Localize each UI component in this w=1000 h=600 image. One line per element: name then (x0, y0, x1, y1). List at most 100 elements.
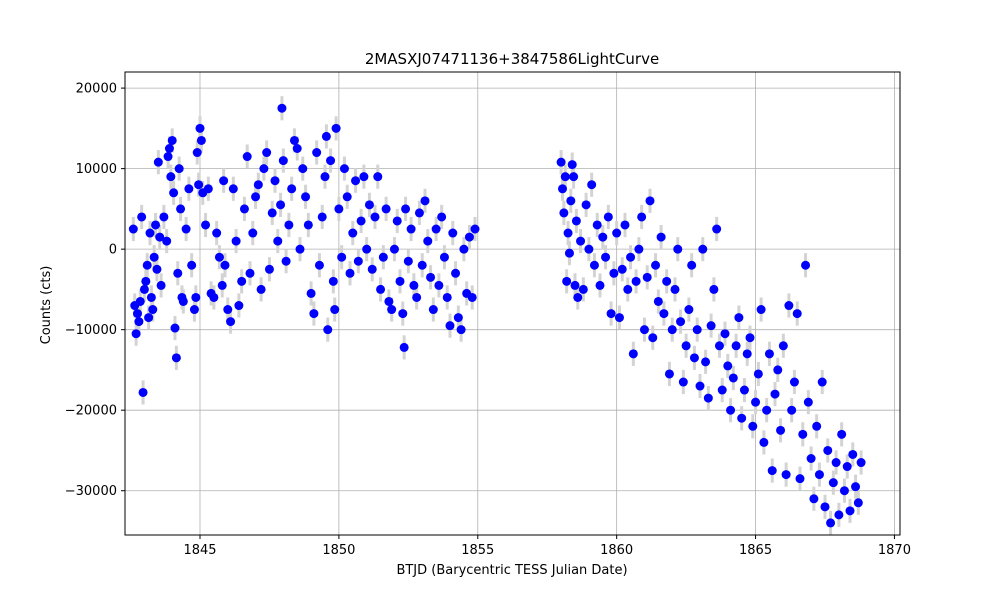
data-point (287, 184, 297, 194)
data-point (234, 301, 244, 311)
data-point (330, 305, 340, 315)
data-point (634, 244, 644, 254)
data-points (128, 96, 866, 535)
data-point (135, 296, 145, 306)
data-point (228, 184, 238, 194)
data-point (437, 212, 447, 222)
data-point (148, 305, 158, 315)
y-tick-label: 20000 (76, 82, 117, 97)
data-point (798, 429, 808, 439)
data-point (231, 236, 241, 246)
data-point (276, 200, 286, 210)
data-point (698, 244, 708, 254)
data-point (673, 244, 683, 254)
data-point (567, 160, 577, 170)
data-point (153, 157, 163, 167)
data-point (184, 184, 194, 194)
data-point (792, 309, 802, 319)
grid (125, 72, 900, 535)
data-point (417, 260, 427, 270)
data-point (558, 184, 567, 194)
y-tick-label: −30000 (65, 484, 117, 499)
data-point (801, 260, 811, 270)
data-point (642, 272, 652, 282)
x-axis-label: BTJD (Barycentric TESS Julian Date) (396, 563, 627, 578)
data-point (298, 164, 308, 174)
data-point (370, 212, 380, 222)
data-point (723, 361, 733, 371)
data-point (434, 280, 444, 290)
data-point (373, 172, 383, 182)
data-point (751, 397, 761, 407)
data-point (806, 454, 816, 464)
data-point (842, 462, 852, 472)
data-point (628, 349, 638, 359)
data-point (212, 228, 222, 238)
data-point (345, 268, 355, 278)
y-tick-label: −20000 (65, 404, 117, 419)
data-point (251, 192, 261, 202)
data-point (431, 224, 441, 234)
data-point (398, 309, 408, 319)
data-point (664, 369, 674, 379)
x-tick-label: 1860 (600, 543, 633, 558)
data-point (209, 292, 219, 302)
data-point (181, 224, 191, 234)
data-point (339, 164, 349, 174)
data-point (423, 236, 433, 246)
data-point (256, 284, 266, 294)
data-point (328, 276, 338, 286)
data-point (351, 176, 361, 186)
data-point (603, 212, 613, 222)
data-point (826, 518, 836, 528)
data-point (321, 131, 331, 141)
data-point (214, 252, 224, 262)
data-point (759, 437, 769, 447)
data-point (144, 313, 154, 323)
data-point (195, 123, 205, 133)
data-point (601, 252, 611, 262)
data-point (742, 349, 752, 359)
data-point (581, 200, 591, 210)
data-point (851, 482, 861, 492)
data-point (578, 284, 588, 294)
data-point (128, 224, 138, 234)
data-point (399, 342, 409, 352)
data-point (767, 466, 777, 476)
data-point (359, 172, 369, 182)
data-point (137, 212, 147, 222)
data-point (155, 232, 165, 242)
data-point (571, 216, 581, 226)
data-point (560, 172, 570, 182)
data-point (178, 296, 188, 306)
data-point (428, 305, 438, 315)
data-point (459, 244, 469, 254)
data-point (839, 486, 849, 496)
data-point (773, 365, 783, 375)
data-point (306, 288, 316, 298)
data-point (787, 405, 797, 415)
data-point (356, 216, 366, 226)
data-point (134, 317, 144, 327)
data-point (609, 268, 619, 278)
data-point (237, 276, 247, 286)
data-point (412, 292, 422, 302)
data-point (648, 333, 658, 343)
data-point (289, 135, 299, 145)
data-point (803, 397, 813, 407)
data-point (764, 349, 774, 359)
data-point (656, 232, 666, 242)
data-point (152, 264, 162, 274)
data-point (189, 305, 199, 315)
x-tick-label: 1865 (739, 543, 772, 558)
data-point (748, 421, 758, 431)
data-point (856, 458, 866, 468)
data-point (453, 313, 463, 323)
data-point (278, 156, 288, 166)
data-point (728, 373, 738, 383)
data-point (384, 296, 394, 306)
data-point (239, 204, 249, 214)
data-point (584, 244, 594, 254)
data-point (445, 321, 455, 331)
data-point (823, 445, 833, 455)
